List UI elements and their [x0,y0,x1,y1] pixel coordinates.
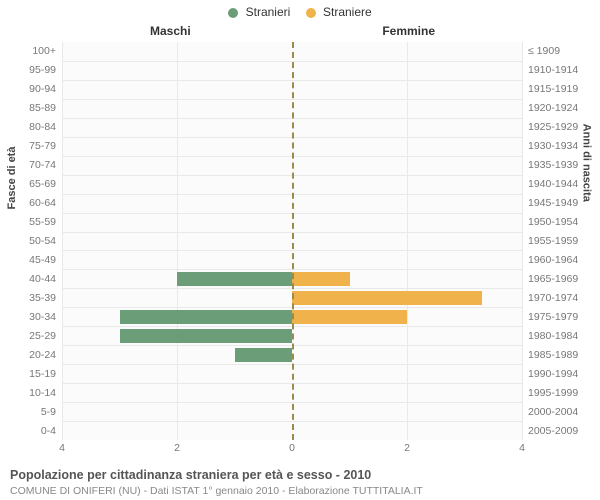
y-tick-birth: 1920-1924 [528,102,578,114]
y-tick-age: 75-79 [29,140,56,152]
legend-swatch-male [228,8,238,18]
y-tick-birth: 1910-1914 [528,64,578,76]
y-tick-age: 90-94 [29,83,56,95]
y-tick-age: 100+ [32,45,56,57]
title-male: Maschi [150,24,191,38]
bar-female [292,310,407,324]
y-tick-birth: 1965-1969 [528,273,578,285]
gridline-v [177,42,178,440]
x-axis: 4 2 0 2 4 [62,440,522,458]
y-tick-age: 85-89 [29,102,56,114]
y-tick-birth: 1985-1989 [528,349,578,361]
legend-item-female: Straniere [306,5,372,19]
plot-area [62,42,522,440]
bar-male [177,272,292,286]
y-tick-age: 10-14 [29,387,56,399]
y-tick-birth: 2005-2009 [528,425,578,437]
x-tick-label: 4 [519,442,525,454]
legend-label-male: Stranieri [246,5,291,19]
gridline-v [522,42,523,440]
y-tick-age: 55-59 [29,216,56,228]
y-tick-birth: 1915-1919 [528,83,578,95]
y-axis-right: 2005-2009 2000-2004 1995-1999 1990-1994 1985… [522,42,600,440]
chart-caption: Popolazione per cittadinanza straniera p… [10,468,371,482]
y-tick-birth: 1945-1949 [528,197,578,209]
gridline-v [407,42,408,440]
y-tick-birth: 1975-1979 [528,311,578,323]
center-line [292,42,294,440]
x-tick-label: 4 [59,442,65,454]
y-tick-birth: 2000-2004 [528,406,578,418]
y-tick-age: 60-64 [29,197,56,209]
title-female: Femmine [382,24,435,38]
y-tick-age: 80-84 [29,121,56,133]
y-tick-age: 45-49 [29,254,56,266]
y-tick-birth: 1935-1939 [528,159,578,171]
y-tick-birth: ≤ 1909 [528,45,560,57]
y-tick-birth: 1955-1959 [528,235,578,247]
legend-item-male: Stranieri [228,5,290,19]
bar-female [292,291,482,305]
y-tick-birth: 1970-1974 [528,292,578,304]
y-tick-birth: 1930-1934 [528,140,578,152]
y-tick-age: 35-39 [29,292,56,304]
population-pyramid-chart: Stranieri Straniere Maschi Femmine Fasce… [0,0,600,500]
y-tick-birth: 1995-1999 [528,387,578,399]
bar-male [120,329,293,343]
y-axis-left: 0-4 5-9 10-14 15-19 20-24 25-29 30-34 35-39 40-4… [0,42,62,440]
y-tick-birth: 1990-1994 [528,368,578,380]
y-tick-birth: 1980-1984 [528,330,578,342]
y-tick-birth: 1940-1944 [528,178,578,190]
legend-swatch-female [306,8,316,18]
y-tick-birth: 1950-1954 [528,216,578,228]
x-tick-label: 2 [174,442,180,454]
y-tick-age: 95-99 [29,64,56,76]
y-tick-birth: 1925-1929 [528,121,578,133]
y-tick-age: 20-24 [29,349,56,361]
x-tick-label: 0 [289,442,295,454]
y-tick-age: 0-4 [41,425,56,437]
legend: Stranieri Straniere [0,5,600,19]
bar-male [235,348,293,362]
y-tick-age: 15-19 [29,368,56,380]
y-tick-birth: 1960-1964 [528,254,578,266]
x-tick-label: 2 [404,442,410,454]
gridline-v [62,42,63,440]
y-tick-age: 5-9 [41,406,56,418]
y-tick-age: 40-44 [29,273,56,285]
legend-label-female: Straniere [323,5,372,19]
chart-subcaption: COMUNE DI ONIFERI (NU) - Dati ISTAT 1° g… [10,485,423,497]
y-tick-age: 70-74 [29,159,56,171]
bar-female [292,272,350,286]
y-tick-age: 50-54 [29,235,56,247]
bar-male [120,310,293,324]
y-tick-age: 25-29 [29,330,56,342]
y-tick-age: 65-69 [29,178,56,190]
y-tick-age: 30-34 [29,311,56,323]
